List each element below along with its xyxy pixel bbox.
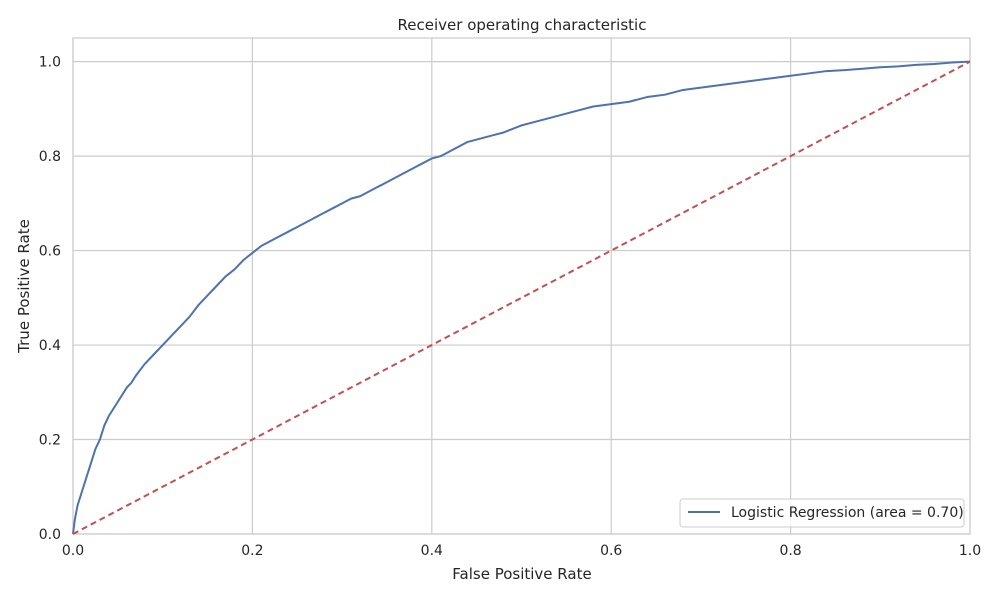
y-tick-label: 1.0 bbox=[39, 55, 61, 71]
y-tick-labels: 0.0 0.2 0.4 0.6 0.8 1.0 bbox=[39, 55, 61, 543]
x-tick-label: 0.6 bbox=[600, 543, 622, 559]
plot-frame bbox=[72, 37, 971, 535]
chance-diagonal-line bbox=[72, 60, 971, 535]
legend-box bbox=[679, 498, 965, 528]
x-tick-label: 0.0 bbox=[62, 543, 84, 559]
y-tick-label: 0.8 bbox=[39, 149, 61, 165]
series-layer bbox=[72, 60, 971, 535]
y-tick-label: 0.6 bbox=[39, 244, 61, 260]
x-tick-label: 0.2 bbox=[241, 543, 263, 559]
legend: Logistic Regression (area = 0.70) bbox=[679, 498, 965, 528]
x-axis-label: False Positive Rate bbox=[452, 565, 591, 583]
x-tick-label: 0.4 bbox=[421, 543, 443, 559]
chart-title: Receiver operating characteristic bbox=[398, 16, 647, 34]
roc-curve-line bbox=[72, 60, 971, 535]
y-tick-label: 0.4 bbox=[39, 338, 61, 354]
y-tick-label: 0.2 bbox=[39, 433, 61, 449]
legend-label-logistic-regression: Logistic Regression (area = 0.70) bbox=[731, 505, 964, 521]
x-tick-labels: 0.0 0.2 0.4 0.6 0.8 1.0 bbox=[62, 543, 981, 559]
x-tick-label: 0.8 bbox=[779, 543, 801, 559]
x-tick-label: 1.0 bbox=[959, 543, 981, 559]
y-axis-label: True Positive Rate bbox=[15, 219, 33, 354]
y-tick-label: 0.0 bbox=[39, 527, 61, 543]
